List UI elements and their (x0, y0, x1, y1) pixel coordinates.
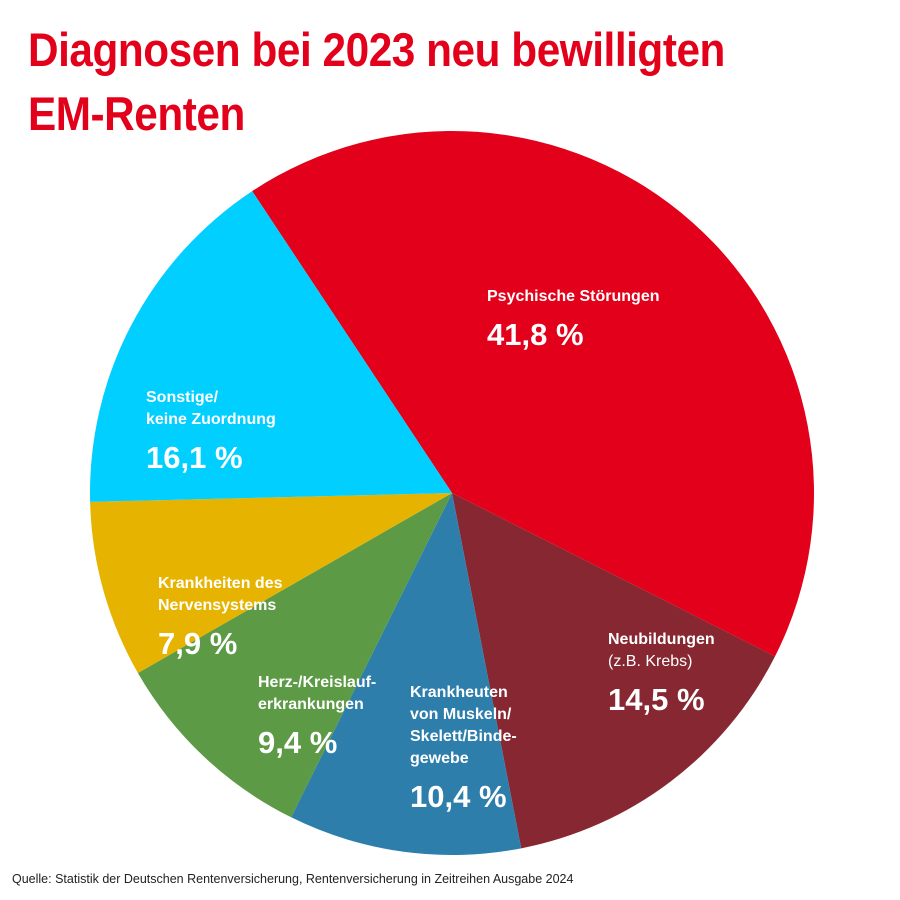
slice-label: Krankheuten von Muskeln/Skelett/Binde-gew… (410, 684, 517, 814)
slice-name: Psychische Störungen (487, 288, 660, 305)
slice-name: Neubildungen (608, 631, 715, 648)
slice-value: 10,4 % (410, 779, 507, 814)
chart-title-line-1: Diagnosen bei 2023 neu bewilligten (28, 23, 725, 76)
slice-label: Psychische Störungen 41,8 % (487, 288, 660, 352)
slice-name: von Muskeln/ (410, 706, 512, 723)
slice-name: Krankheuten (410, 684, 508, 701)
slice-value: 7,9 % (158, 626, 237, 661)
slice-name: keine Zuordnung (146, 411, 276, 428)
slice-label: Sonstige/keine Zuordnung 16,1 % (146, 389, 276, 475)
slice-value: 14,5 % (608, 682, 705, 717)
slice-name: Skelett/Binde- (410, 728, 517, 745)
slice-name: gewebe (410, 750, 469, 767)
slice-name: Sonstige/ (146, 389, 219, 406)
pie-labels: Psychische Störungen 41,8 % Neubildungen (z… (146, 288, 715, 814)
pie-slice (90, 493, 453, 673)
pie-slice (452, 493, 776, 849)
pie-slice (90, 191, 453, 502)
pie-slices (90, 131, 814, 855)
slice-name: Nervensystems (158, 597, 276, 614)
slice-name: Herz-/Kreislauf- (258, 674, 376, 691)
slice-value: 41,8 % (487, 317, 584, 352)
chart-title: Diagnosen bei 2023 neu bewilligten EM-Re… (28, 18, 802, 146)
slice-label: Krankheiten des Nervensystems 7,9 % (158, 575, 283, 661)
slice-name: erkrankungen (258, 696, 364, 713)
source-note: Quelle: Statistik der Deutschen Rentenve… (12, 872, 574, 886)
pie-slice (137, 493, 452, 818)
chart-title-line-2: EM-Renten (28, 87, 245, 140)
pie-slice (252, 131, 814, 657)
slice-label: Neubildungen (z.B. Krebs) 14,5 % (608, 631, 715, 717)
slice-value: 16,1 % (146, 440, 243, 475)
slice-subtitle: (z.B. Krebs) (608, 653, 692, 670)
slice-value: 9,4 % (258, 725, 337, 760)
slice-name: Krankheiten des (158, 575, 283, 592)
pie-slice (291, 493, 522, 855)
slice-label: Herz-/Kreislauf-erkrankungen 9,4 % (258, 674, 376, 760)
